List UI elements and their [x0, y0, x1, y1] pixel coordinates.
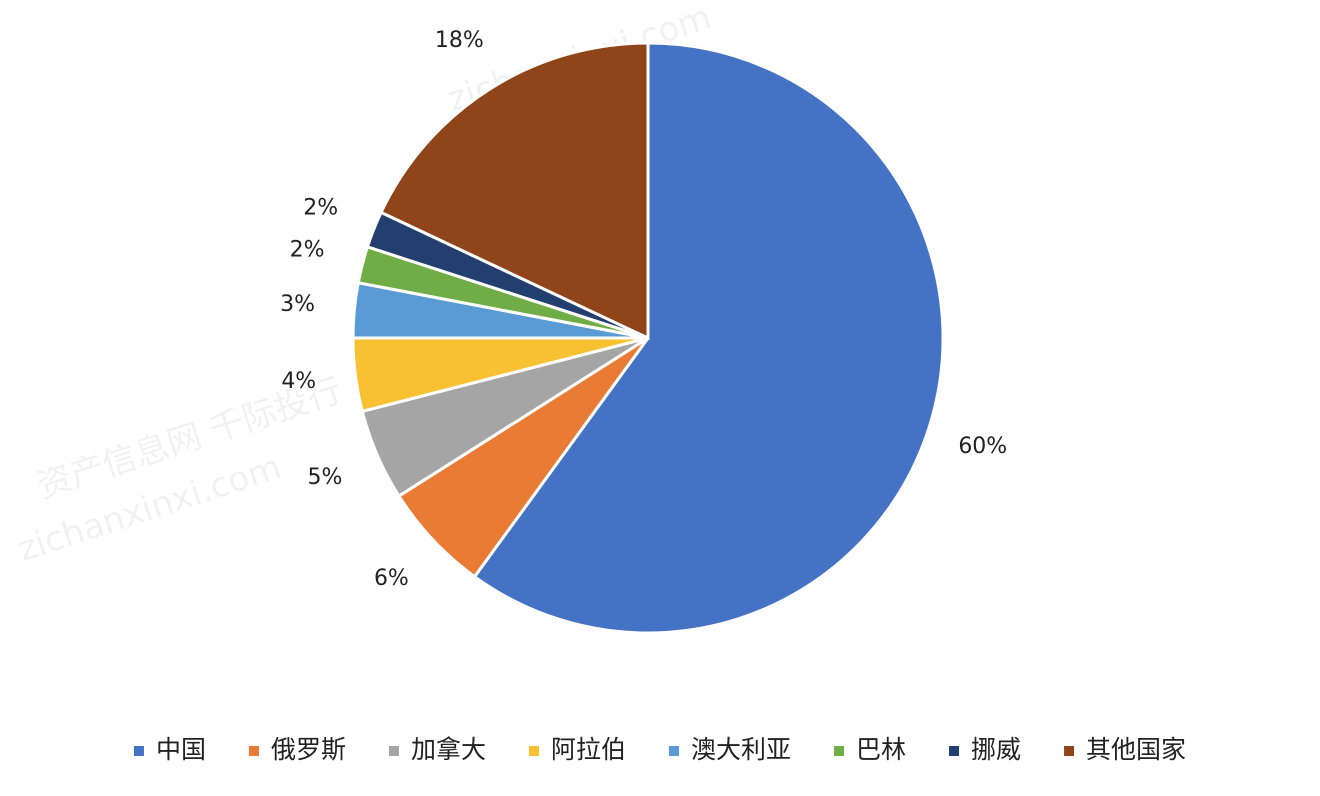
legend-swatch — [133, 746, 144, 756]
data-label: 2% — [290, 237, 325, 262]
legend-label: 加拿大 — [411, 735, 486, 764]
legend: 中国 俄罗斯 加拿大 阿拉伯 澳大利亚 巴林 挪威 其他国家 — [133, 735, 1186, 764]
legend-label: 澳大利亚 — [691, 735, 791, 764]
legend-swatch — [248, 746, 259, 756]
pie-slice — [379, 41, 650, 341]
legend-label: 中国 — [156, 735, 206, 764]
data-label: 5% — [307, 465, 342, 490]
data-label: 60% — [958, 434, 1007, 459]
legend-swatch — [528, 746, 539, 756]
legend-label: 俄罗斯 — [271, 735, 346, 764]
legend-label: 挪威 — [971, 735, 1021, 764]
legend-swatch — [949, 746, 960, 756]
legend-label: 其他国家 — [1086, 735, 1186, 764]
data-label: 2% — [303, 195, 338, 220]
pie-slice — [472, 41, 945, 635]
data-label: 6% — [374, 566, 409, 591]
data-label: 4% — [281, 369, 316, 394]
data-label: 18% — [435, 28, 484, 53]
legend-swatch — [834, 746, 845, 756]
data-label: 3% — [280, 292, 315, 317]
legend-label: 阿拉伯 — [551, 735, 626, 764]
legend-swatch — [1064, 746, 1075, 756]
legend-label: 巴林 — [856, 735, 906, 764]
legend-swatch — [388, 746, 399, 756]
legend-swatch — [669, 746, 679, 756]
pie: 60% 6% 5% 4% 3% 2% 2% 18% — [280, 28, 1007, 635]
